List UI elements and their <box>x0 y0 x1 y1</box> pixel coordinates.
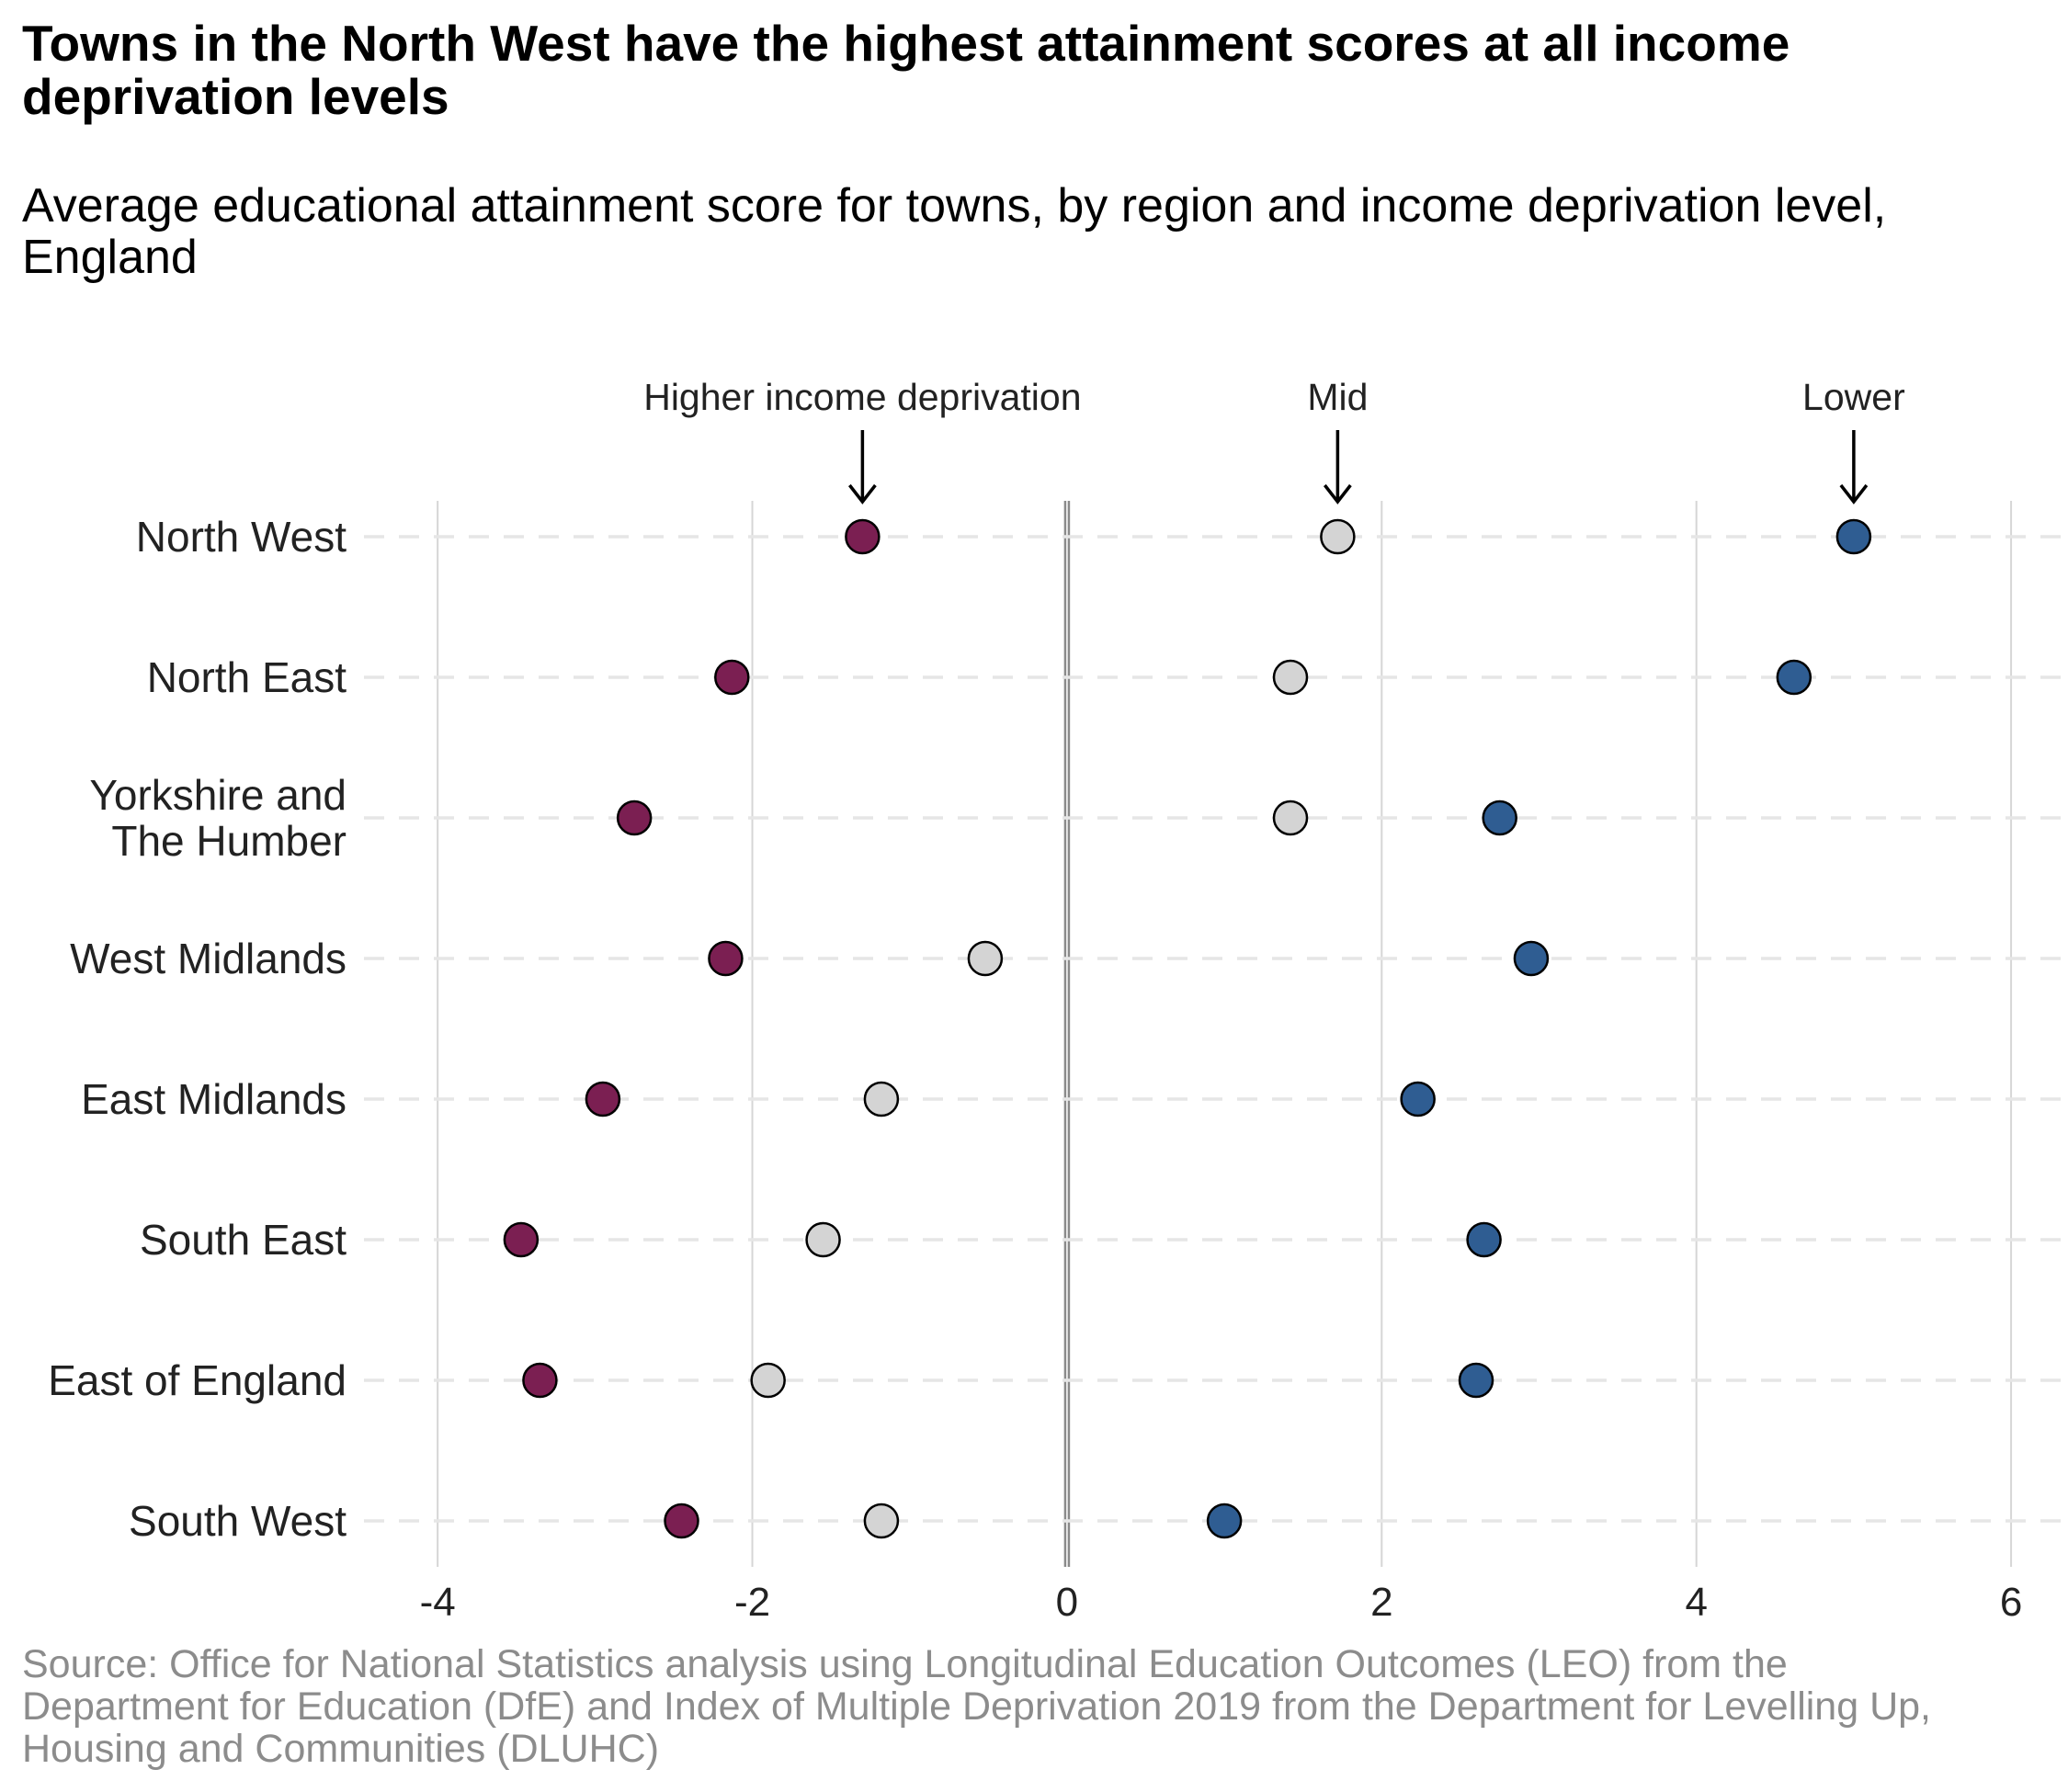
annotation-arrow-head <box>847 483 877 505</box>
data-point <box>863 1503 900 1539</box>
y-category-label-line: East of England <box>48 1356 347 1404</box>
y-category-label-line: West Midlands <box>70 935 347 982</box>
dot-plot-chart: North West North East Yorkshire and The Hum… <box>48 376 2066 1625</box>
data-point <box>1272 659 1309 696</box>
y-category-label: North West <box>136 513 347 561</box>
y-category-label-line: North West <box>136 513 347 561</box>
data-point <box>585 1081 621 1117</box>
y-category-label-line: South East <box>140 1216 347 1264</box>
data-point <box>1835 518 1872 555</box>
source-note: Source: Office for National Statistics a… <box>22 1642 1931 1771</box>
data-point <box>1320 518 1356 555</box>
y-category-label-line: The Humber <box>111 817 347 865</box>
y-category-label: West Midlands <box>70 935 347 982</box>
x-tick-label: -2 <box>734 1580 770 1625</box>
data-point <box>845 518 881 555</box>
y-axis-labels: North West North East Yorkshire and The Hum… <box>48 513 347 1545</box>
data-point <box>967 940 1004 977</box>
y-category-label-line: Yorkshire and <box>89 771 347 819</box>
y-category-label-line: North East <box>147 653 347 701</box>
chart-subtitle: Average educational attainment score for… <box>22 179 1887 284</box>
data-point <box>1776 659 1812 696</box>
data-point <box>1482 800 1517 836</box>
data-point <box>1272 800 1309 836</box>
data-point <box>1513 940 1550 977</box>
x-tick-label: 6 <box>2000 1580 2022 1625</box>
data-point <box>1466 1221 1502 1258</box>
annotation-label: Higher income deprivation <box>643 376 1081 418</box>
data-point <box>503 1221 540 1258</box>
y-category-label-line: South West <box>129 1497 347 1545</box>
data-point <box>1458 1362 1494 1399</box>
y-category-label: South West <box>129 1497 347 1545</box>
data-point <box>1400 1081 1436 1117</box>
data-points <box>503 518 1872 1539</box>
y-category-label: North East <box>147 653 347 701</box>
data-point <box>708 940 744 977</box>
x-tick-label: 4 <box>1685 1580 1707 1625</box>
data-point <box>1206 1503 1243 1539</box>
data-point <box>616 800 653 836</box>
annotation-label: Mid <box>1307 376 1368 418</box>
data-point <box>863 1081 900 1117</box>
y-category-label-line: East Midlands <box>81 1075 347 1123</box>
y-category-label: South East <box>140 1216 347 1264</box>
grid-lines <box>437 501 2013 1567</box>
chart-title: Towns in the North West have the highest… <box>22 15 1790 125</box>
y-category-label: East Midlands <box>81 1075 347 1123</box>
annotation-label: Lower <box>1802 376 1905 418</box>
data-point <box>805 1221 841 1258</box>
annotation-arrow-head <box>1323 483 1352 505</box>
y-category-label: East of England <box>48 1356 347 1404</box>
x-tick-label: -4 <box>420 1580 456 1625</box>
data-point <box>714 659 750 696</box>
x-tick-label: 0 <box>1056 1580 1078 1625</box>
y-category-label: Yorkshire and The Humber <box>89 771 347 865</box>
series-annotations: Higher income deprivation Mid Lower <box>643 376 1905 505</box>
x-axis-tick-labels: -4 -2 0 2 4 6 <box>420 1580 2023 1625</box>
annotation-arrow-head <box>1839 483 1869 505</box>
data-point <box>750 1362 786 1399</box>
data-point <box>664 1503 699 1539</box>
category-row-lines <box>364 535 2066 1523</box>
x-tick-label: 2 <box>1370 1580 1392 1625</box>
data-point <box>522 1362 558 1399</box>
